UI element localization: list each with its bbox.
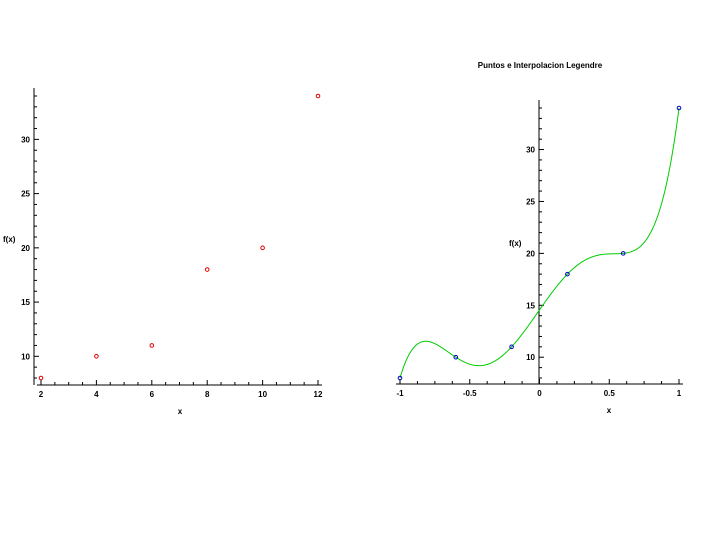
y-tick-label: 25 bbox=[21, 190, 30, 199]
y-tick-label: 30 bbox=[21, 135, 30, 144]
x-tick-label: 12 bbox=[314, 390, 323, 399]
data-point bbox=[204, 267, 210, 272]
y-tick-label: 30 bbox=[526, 146, 535, 155]
data-point bbox=[620, 251, 626, 256]
data-point bbox=[315, 93, 321, 99]
x-tick-label: 0.5 bbox=[604, 389, 616, 398]
x-tick-label: 6 bbox=[150, 390, 155, 399]
data-point bbox=[94, 354, 99, 359]
y-tick-label: 15 bbox=[526, 301, 535, 310]
y-tick-label: 15 bbox=[21, 298, 30, 307]
data-point bbox=[676, 105, 682, 111]
data-point bbox=[397, 375, 403, 381]
data-point bbox=[38, 375, 44, 381]
data-point bbox=[453, 354, 459, 360]
x-axis-label: x bbox=[178, 407, 183, 416]
chart-panel-1: 10 15 20 25 30 2 4 6 8 10 12 x f(x) bbox=[3, 88, 323, 416]
y-axis-label: f(x) bbox=[509, 239, 522, 248]
data-point bbox=[260, 245, 265, 251]
y-tick-label: 10 bbox=[526, 353, 535, 362]
y-tick-label: 10 bbox=[21, 352, 30, 361]
chart-title: Puntos e Interpolacion Legendre bbox=[478, 61, 603, 70]
y-tick-label: 20 bbox=[21, 244, 30, 253]
chart-panel-2: Puntos e Interpolacion Legendre101520253… bbox=[396, 61, 683, 415]
y-tick-label: 20 bbox=[526, 249, 535, 258]
y-axis-label: f(x) bbox=[3, 235, 16, 244]
x-axis-label: x bbox=[607, 406, 612, 415]
data-point bbox=[565, 271, 570, 277]
x-tick-label: -0.5 bbox=[463, 389, 477, 398]
y-tick-label: 25 bbox=[526, 197, 535, 206]
x-tick-label: 0 bbox=[537, 389, 542, 398]
x-tick-label: 8 bbox=[205, 390, 210, 399]
x-tick-label: 1 bbox=[677, 389, 682, 398]
x-tick-label: 2 bbox=[39, 390, 44, 399]
x-tick-label: 4 bbox=[94, 390, 99, 399]
interpolation-curve bbox=[399, 107, 680, 379]
data-point bbox=[509, 344, 514, 350]
x-tick-label: -1 bbox=[396, 389, 404, 398]
data-point bbox=[149, 343, 155, 348]
x-tick-label: 10 bbox=[258, 390, 267, 399]
